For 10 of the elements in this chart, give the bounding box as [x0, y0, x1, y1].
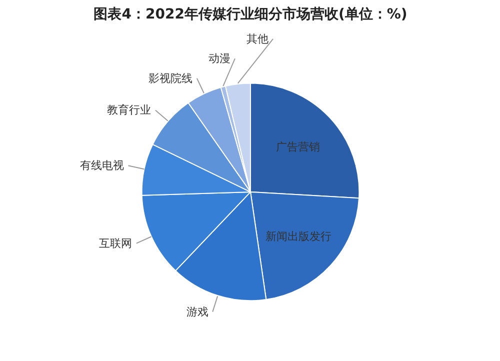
slice-label: 游戏	[186, 305, 208, 318]
slice-label: 广告营销	[276, 140, 320, 154]
chart-title: 图表4：2022年传媒行业细分市场营收(单位：%)	[94, 5, 408, 22]
slice-label: 有线电视	[80, 159, 124, 172]
slice-label: 教育行业	[107, 104, 152, 117]
slice-label: 影视院线	[148, 72, 193, 85]
slice-label: 新闻出版发行	[266, 230, 332, 243]
slice-label: 互联网	[99, 236, 132, 250]
slice-label: 其他	[246, 32, 269, 46]
slice-label: 动漫	[208, 52, 231, 66]
